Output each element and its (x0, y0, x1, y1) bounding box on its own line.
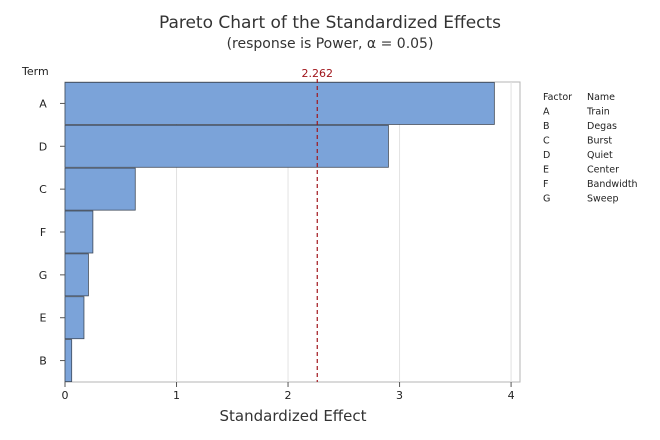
y-tick-label-A: A (39, 97, 47, 110)
legend-header-factor: Factor (543, 92, 572, 103)
x-tick-label-0: 0 (62, 389, 69, 402)
reference-line-label: 2.262 (302, 67, 334, 80)
y-tick-label-C: C (39, 183, 47, 196)
bar-E (64, 296, 85, 340)
x-axis-label: Standardized Effect (220, 407, 367, 425)
legend-name-E: Center (587, 165, 619, 176)
legend-name-G: Sweep (587, 194, 619, 205)
legend-name-F: Bandwidth (587, 179, 638, 190)
chart-subtitle: (response is Power, α = 0.05) (227, 36, 434, 52)
y-axis-label: Term (21, 65, 49, 78)
bar-B (64, 339, 73, 382)
legend-factor-D: D (543, 150, 550, 161)
legend-factor-E: E (543, 165, 549, 176)
bar-A (64, 82, 495, 125)
bar-F (64, 210, 94, 254)
legend-header-name: Name (587, 92, 615, 103)
legend-factor-F: F (543, 179, 548, 190)
y-tick-label-E: E (40, 312, 47, 325)
x-tick-label-4: 4 (508, 389, 515, 402)
legend-factor-A: A (543, 107, 550, 118)
x-tick-label-1: 1 (173, 389, 180, 402)
legend-name-B: Degas (587, 121, 617, 132)
chart-title: Pareto Chart of the Standardized Effects (159, 13, 501, 33)
y-tick-label-D: D (39, 140, 47, 153)
x-tick-label-2: 2 (285, 389, 292, 402)
legend-table: Factor Name A Train B Degas C Burst D Quiet E Cente… (543, 92, 638, 205)
legend-name-A: Train (586, 107, 610, 118)
legend-factor-G: G (543, 194, 550, 205)
legend-name-D: Quiet (587, 150, 613, 161)
y-tick-label-B: B (39, 355, 47, 368)
x-tick-label-3: 3 (396, 389, 403, 402)
bar-G (64, 253, 89, 297)
legend-name-C: Burst (587, 136, 612, 147)
bar-C (64, 167, 136, 211)
y-tick-label-F: F (40, 226, 46, 239)
plot-area: A D C F G E B 0 1 2 3 4 2.262 (39, 67, 521, 402)
legend-factor-C: C (543, 136, 550, 147)
legend-factor-B: B (543, 121, 550, 132)
y-tick-label-G: G (39, 269, 48, 282)
bar-D (64, 124, 389, 168)
